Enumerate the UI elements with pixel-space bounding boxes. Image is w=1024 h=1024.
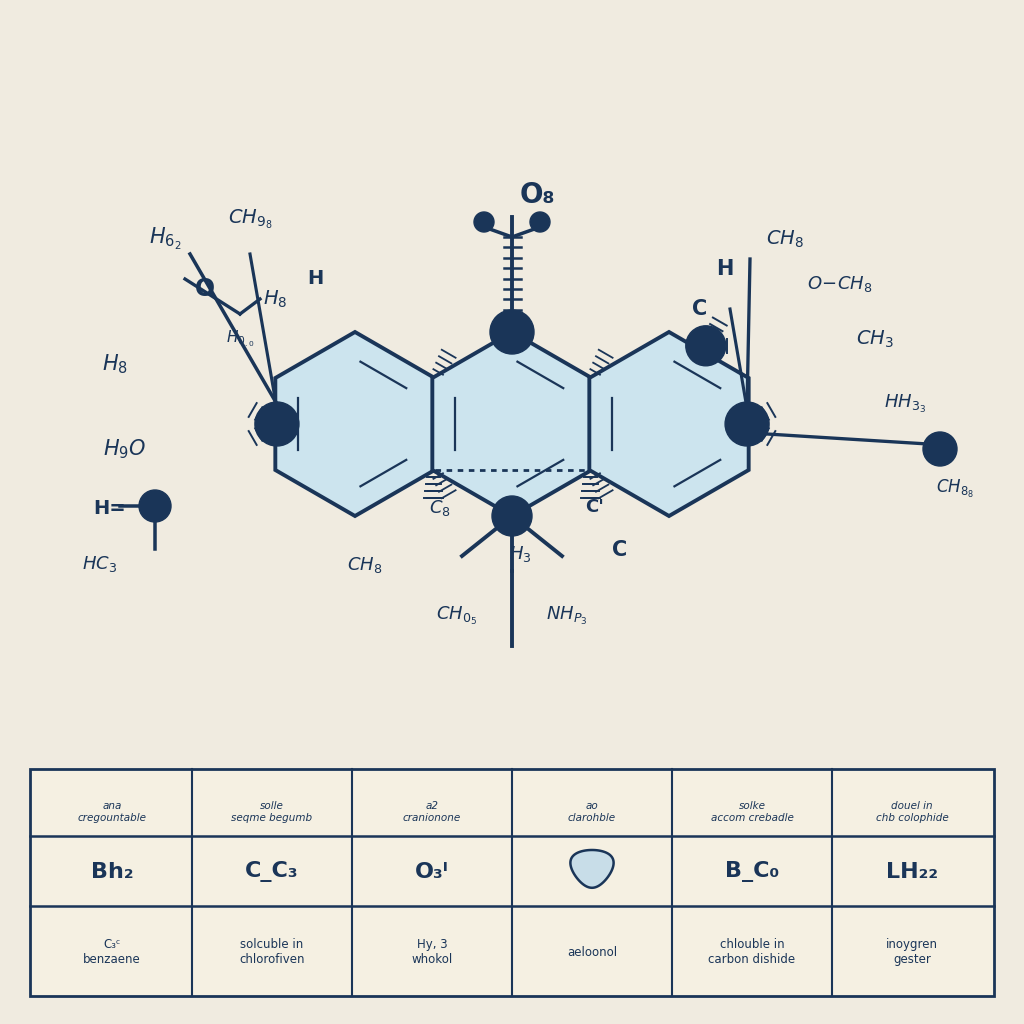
Text: $CH_8$: $CH_8$ <box>347 555 383 575</box>
Circle shape <box>492 496 532 536</box>
Text: B_C₀: B_C₀ <box>725 861 779 883</box>
Text: $CH_{8_8}$: $CH_{8_8}$ <box>936 478 974 500</box>
Text: $H_{0_{.0}}$: $H_{0_{.0}}$ <box>225 329 254 349</box>
Polygon shape <box>275 332 434 516</box>
Circle shape <box>725 402 769 446</box>
Polygon shape <box>590 332 749 516</box>
Text: $HH_{3_3}$: $HH_{3_3}$ <box>884 393 926 415</box>
Circle shape <box>530 212 550 232</box>
Text: $C_8$: $C_8$ <box>429 498 451 518</box>
Text: LH₂₂: LH₂₂ <box>886 862 938 882</box>
Text: H: H <box>307 269 324 289</box>
Circle shape <box>923 432 957 466</box>
Text: ana
cregountable: ana cregountable <box>78 801 146 823</box>
Text: Hy, 3
whokol: Hy, 3 whokol <box>412 938 453 966</box>
Bar <box>30 769 994 996</box>
Polygon shape <box>570 850 613 888</box>
Circle shape <box>490 310 534 354</box>
Text: C': C' <box>585 498 604 516</box>
Text: O₈: O₈ <box>520 181 556 209</box>
Text: C: C <box>611 540 627 560</box>
Circle shape <box>686 326 726 366</box>
Text: solke
accom crebadle: solke accom crebadle <box>711 801 794 823</box>
Text: H: H <box>717 259 733 279</box>
Text: $CH_{9_8}$: $CH_{9_8}$ <box>227 207 272 230</box>
Text: C_C₃: C_C₃ <box>245 861 299 883</box>
Text: C: C <box>692 299 708 319</box>
Text: $CH_8$: $CH_8$ <box>766 228 804 250</box>
Circle shape <box>474 212 494 232</box>
Text: H=: H= <box>93 500 126 518</box>
Text: $H_8$: $H_8$ <box>263 289 287 309</box>
Text: ao
clarohble: ao clarohble <box>568 801 616 823</box>
Text: solle
seqme begumb: solle seqme begumb <box>231 801 312 823</box>
Text: O: O <box>195 278 215 301</box>
Text: O₃ᴵ: O₃ᴵ <box>415 862 449 882</box>
Text: chlouble in
carbon dishide: chlouble in carbon dishide <box>709 938 796 966</box>
Text: douel in
chb colophide: douel in chb colophide <box>876 801 948 823</box>
Text: $CH_{0_5}$: $CH_{0_5}$ <box>436 605 477 627</box>
Text: $H_8$: $H_8$ <box>102 352 128 376</box>
Text: $HC_3$: $HC_3$ <box>83 554 118 574</box>
Text: a2
cranionone: a2 cranionone <box>402 801 461 823</box>
Polygon shape <box>432 332 592 516</box>
Text: inoygren
gester: inoygren gester <box>886 938 938 966</box>
Text: $H_9O$: $H_9O$ <box>103 437 146 461</box>
Circle shape <box>139 490 171 522</box>
Text: C₃ᶜ
benzaene: C₃ᶜ benzaene <box>83 938 141 966</box>
Circle shape <box>255 402 299 446</box>
Text: $NH_{P_3}$: $NH_{P_3}$ <box>546 605 588 627</box>
Text: solcuble in
chlorofiven: solcuble in chlorofiven <box>240 938 305 966</box>
FancyBboxPatch shape <box>30 769 994 996</box>
Text: Bh₂: Bh₂ <box>91 862 133 882</box>
Text: $H_{6_2}$: $H_{6_2}$ <box>148 226 181 252</box>
Text: $CH_3$: $CH_3$ <box>856 329 894 349</box>
Text: $H_3$: $H_3$ <box>509 544 531 564</box>
Text: $O\!-\!CH_8$: $O\!-\!CH_8$ <box>807 274 872 294</box>
Text: aeloonol: aeloonol <box>567 945 617 958</box>
